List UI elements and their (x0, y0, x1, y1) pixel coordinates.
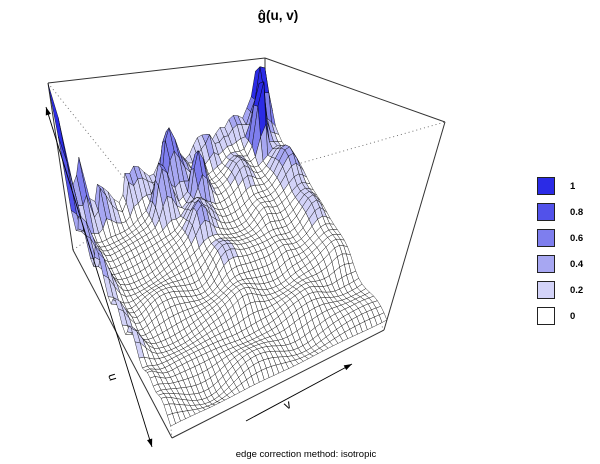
legend-row-0.8: 0.8 (537, 203, 583, 221)
v-axis-label: v (281, 397, 294, 413)
legend-row-0: 0 (537, 307, 583, 325)
legend-swatch (537, 203, 555, 221)
axis-arrowhead (147, 438, 153, 447)
box-edge (171, 329, 385, 439)
u-axis-arrow (45, 106, 153, 448)
surface-mesh (47, 66, 388, 427)
legend-row-0.2: 0.2 (537, 281, 583, 299)
legend-label: 1 (570, 180, 576, 192)
legend-row-1: 1 (537, 177, 583, 195)
legend-label: 0.8 (570, 206, 584, 218)
axis-arrowhead (45, 107, 51, 116)
box-edge (47, 82, 74, 251)
legend-label: 0.2 (570, 284, 584, 296)
v-axis-arrow (245, 363, 353, 422)
legend-label: 0 (570, 310, 576, 322)
legend-label: 0.4 (570, 258, 584, 270)
legend: 1 0.8 0.6 0.4 0.2 0 (537, 177, 583, 333)
legend-label: 0.6 (570, 232, 584, 244)
legend-swatch (537, 281, 555, 299)
caption-note: edge correction method: isotropic (235, 449, 377, 460)
legend-row-0.4: 0.4 (537, 255, 583, 273)
legend-row-0.6: 0.6 (537, 229, 583, 247)
legend-swatch (537, 255, 555, 273)
axis-arrowhead (343, 364, 352, 371)
plot-title: ĝ(u, v) (257, 8, 299, 23)
box-edge (72, 249, 173, 439)
box-edge (383, 121, 446, 331)
legend-swatch (537, 307, 555, 325)
box-edge (47, 57, 266, 84)
box-edge (264, 57, 446, 123)
legend-swatch (537, 229, 555, 247)
u-axis-label: u (105, 372, 120, 383)
legend-swatch (537, 177, 555, 195)
